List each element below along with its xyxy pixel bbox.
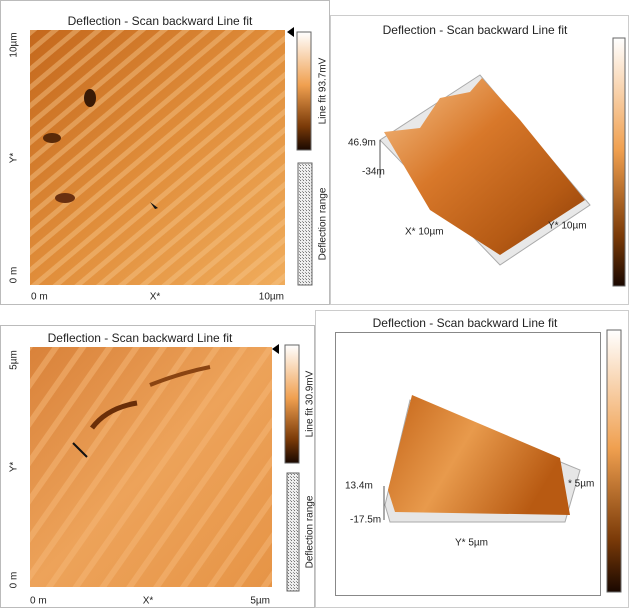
panel-title: Deflection - Scan backward Line fit [48, 331, 233, 345]
colorbar [607, 330, 621, 592]
x-label-middle: X* [150, 292, 161, 303]
y-axis-label: Y* 5µm [455, 538, 488, 549]
x-label-middle: X* [143, 596, 154, 607]
y-label-top: 5µm [9, 350, 20, 370]
y-label-middle: Y* [9, 153, 20, 164]
panel-title: Deflection - Scan backward Line fit [373, 316, 558, 330]
y-label-bottom: 0 m [9, 572, 20, 589]
range-bar [287, 473, 299, 591]
feature [43, 133, 61, 143]
colorbar [613, 38, 625, 286]
panel-title: Deflection - Scan backward Line fit [68, 14, 253, 28]
z-bottom-label: -34m [362, 167, 385, 178]
y-label-middle: Y* [9, 462, 20, 473]
z-bottom-label: -17.5m [350, 515, 381, 526]
colorbar [285, 345, 299, 463]
colorbar-label: Line fit 30.9mV [305, 370, 316, 437]
feature [84, 89, 96, 107]
y-axis-label: Y* 10µm [548, 221, 587, 232]
z-top-label: 46.9m [348, 138, 376, 149]
x-label-right: 10µm [259, 292, 284, 303]
page: Deflection - Scan backward Line fit 10µm… [0, 0, 629, 608]
z-top-label: 13.4m [345, 481, 373, 492]
afm-texture [30, 30, 285, 285]
x-label-right: 5µm [250, 596, 270, 607]
y-label-bottom: 0 m [9, 267, 20, 284]
y-label-top: 10µm [9, 32, 20, 57]
colorbar [297, 32, 311, 150]
screen: Deflection - Scan backward Line fit 10µm… [0, 0, 629, 608]
range-label: Deflection range [305, 495, 316, 568]
colorbar-label: Line fit 93.7mV [318, 57, 329, 124]
panel-title: Deflection - Scan backward Line fit [383, 23, 568, 37]
x-axis-label: * 5µm [568, 479, 594, 490]
feature [55, 193, 75, 203]
range-label: Deflection range [318, 187, 329, 260]
x-label-left: 0 m [30, 596, 47, 607]
range-bar [298, 163, 312, 285]
x-label-left: 0 m [31, 292, 48, 303]
x-axis-label: X* 10µm [405, 227, 444, 238]
